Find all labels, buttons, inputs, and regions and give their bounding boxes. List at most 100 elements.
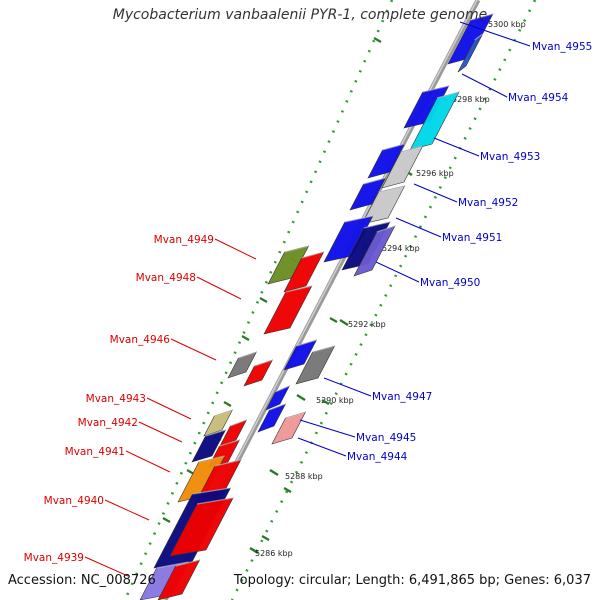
tick-label: 5296 kbp	[416, 169, 454, 178]
gene-label: Mvan_4943	[86, 393, 146, 405]
gene-label: Mvan_4947	[372, 391, 432, 403]
gene-highlight	[219, 439, 240, 447]
gene-highlight	[376, 225, 396, 233]
minor-tick	[283, 487, 292, 493]
leader-line	[214, 238, 257, 260]
leader-line	[433, 137, 480, 157]
gene-highlight	[198, 455, 225, 463]
gene-highlight	[284, 245, 309, 253]
gene-block	[447, 13, 494, 65]
tick-label: 5292 kbp	[348, 320, 386, 329]
gene-highlight	[214, 459, 241, 467]
gene-highlight	[400, 145, 423, 153]
gene-highlight	[175, 559, 200, 567]
gene-label: Mvan_4945	[356, 432, 416, 444]
gene-block	[349, 177, 387, 211]
leader-line	[375, 261, 420, 283]
tick-mark	[339, 318, 349, 327]
tick-label: 5300 kbp	[488, 20, 526, 29]
minor-tick	[241, 335, 250, 341]
gene-highlight	[254, 359, 273, 367]
gene-block	[263, 285, 313, 335]
leader-line	[459, 21, 531, 47]
reverse-guide-dots	[123, 0, 394, 600]
leader-line	[323, 377, 372, 397]
gene-highlight	[275, 385, 290, 393]
gene-block	[367, 143, 406, 179]
gene-block	[457, 33, 483, 73]
gene-label: Mvan_4944	[347, 451, 408, 463]
minor-tick	[329, 317, 338, 323]
gene-block	[283, 339, 318, 371]
gene-label: Mvan_4951	[442, 232, 502, 244]
leader-line	[299, 419, 356, 438]
gene-block	[191, 429, 227, 463]
gene-block	[265, 385, 291, 411]
gene-highlight	[382, 143, 405, 151]
leader-line	[170, 338, 217, 361]
gene-highlight	[363, 177, 386, 185]
leader-line	[413, 183, 458, 203]
accession-text: Accession: NC_008726	[8, 573, 156, 588]
gene-highlight	[230, 419, 247, 427]
gene-block	[257, 403, 287, 433]
gene-block	[219, 419, 248, 447]
gene-highlight	[470, 13, 494, 21]
leader-line	[84, 556, 129, 577]
gene-label: Mvan_4940	[44, 495, 104, 507]
gene-label: Mvan_4942	[78, 417, 138, 429]
tick-label: 5288 kbp	[285, 472, 323, 481]
gene-block	[243, 359, 274, 387]
leader-line	[395, 217, 442, 238]
gene-block	[267, 245, 310, 285]
gene-block	[409, 91, 460, 151]
minor-tick	[321, 399, 330, 405]
gene-label: Mvan_4954	[508, 92, 569, 104]
gene-highlight	[196, 497, 234, 505]
gene-highlight	[344, 215, 373, 223]
gene-label: Mvan_4941	[65, 446, 125, 458]
minor-tick	[162, 517, 171, 523]
gene-label: Mvan_4952	[458, 197, 518, 209]
gene-block	[353, 225, 396, 277]
gene-block	[227, 351, 258, 379]
gene-highlight	[436, 91, 460, 99]
gene-block	[169, 497, 234, 557]
gene-highlight	[474, 33, 484, 41]
tick-mark	[249, 546, 259, 555]
gene-block	[381, 145, 424, 189]
leader-line	[104, 499, 150, 521]
gene-highlight	[285, 285, 312, 293]
minor-tick	[261, 535, 270, 541]
gene-label: Mvan_4955	[532, 41, 592, 53]
gene-highlight	[205, 429, 226, 437]
gene-label: Mvan_4939	[24, 552, 84, 564]
minor-tick	[259, 297, 268, 303]
gene-block	[403, 85, 450, 129]
minor-tick	[223, 401, 232, 407]
topology-text: Topology: circular; Length: 6,491,865 bp…	[233, 573, 591, 588]
gene-label: Mvan_4946	[110, 334, 171, 346]
gene-highlight	[214, 409, 233, 417]
tick-mark	[296, 393, 306, 402]
minor-tick	[373, 37, 382, 43]
gene-block	[283, 251, 325, 293]
gene-features	[139, 13, 494, 600]
gene-highlight	[269, 403, 286, 411]
gene-block	[361, 185, 406, 225]
tick-label: 5298 kbp	[452, 95, 490, 104]
gene-block	[157, 559, 201, 600]
forward-guide-dots	[230, 0, 537, 600]
gene-highlight	[363, 221, 390, 229]
gene-highlight	[378, 185, 405, 193]
gene-labels: Mvan_4955 Mvan_4954 Mvan_4953 Mvan_4952 Mvan…	[24, 21, 592, 577]
leader-line	[138, 421, 183, 443]
gene-label: Mvan_4948	[136, 272, 196, 284]
gene-highlight	[301, 251, 324, 259]
leader-line	[461, 73, 508, 98]
tick-label: 5290 kbp	[316, 396, 354, 405]
leader-line	[125, 450, 171, 473]
gene-label: Mvan_4950	[420, 277, 480, 289]
gene-label: Mvan_4953	[480, 151, 540, 163]
